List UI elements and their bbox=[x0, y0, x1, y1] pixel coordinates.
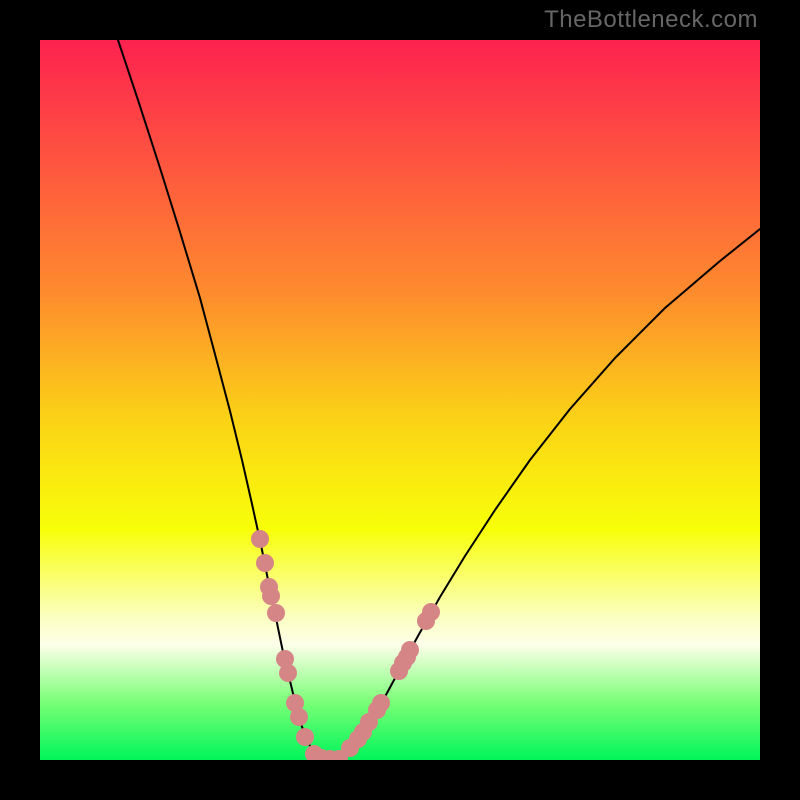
chart-plot bbox=[40, 40, 760, 760]
scatter-left-point bbox=[279, 664, 297, 682]
scatter-left-point bbox=[262, 587, 280, 605]
scatter-left-point bbox=[296, 728, 314, 746]
scatter-right-point bbox=[372, 694, 390, 712]
scatter-right-point bbox=[401, 641, 419, 659]
chart-outer: TheBottleneck.com bbox=[0, 0, 800, 800]
scatter-right-point bbox=[422, 603, 440, 621]
watermark-text: TheBottleneck.com bbox=[544, 6, 758, 34]
scatter-left-point bbox=[256, 554, 274, 572]
scatter-left-point bbox=[251, 530, 269, 548]
scatter-left-point bbox=[267, 604, 285, 622]
scatter-left-point bbox=[290, 708, 308, 726]
